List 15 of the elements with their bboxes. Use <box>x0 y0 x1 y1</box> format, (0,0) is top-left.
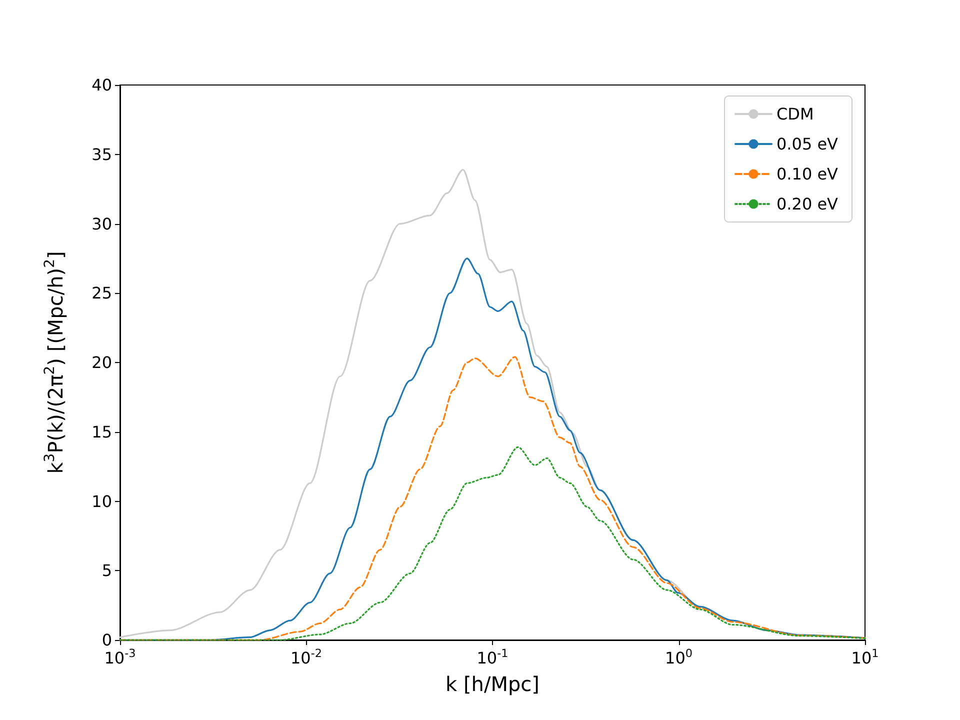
x-axis-title: k [h/Mpc] <box>446 672 540 696</box>
y-tick-label: 35 <box>92 144 112 164</box>
legend-label: 0.10 eV <box>776 164 838 184</box>
y-tick-label: 5 <box>102 561 112 580</box>
y-tick-label: 30 <box>92 214 112 234</box>
y-tick-label: 40 <box>92 76 112 94</box>
legend-label: 0.20 eV <box>776 194 838 214</box>
y-tick-label: 25 <box>92 284 112 303</box>
y-tick-label: 15 <box>92 422 112 442</box>
legend-label: 0.05 eV <box>776 134 838 154</box>
legend-label: CDM <box>776 104 814 124</box>
y-tick-label: 20 <box>92 353 112 372</box>
y-tick-label: 10 <box>92 492 112 511</box>
y-tick-label: 0 <box>102 630 112 650</box>
y-axis-title: k3P(k)/(2π2) [(Mpc/h)2] <box>42 251 68 474</box>
